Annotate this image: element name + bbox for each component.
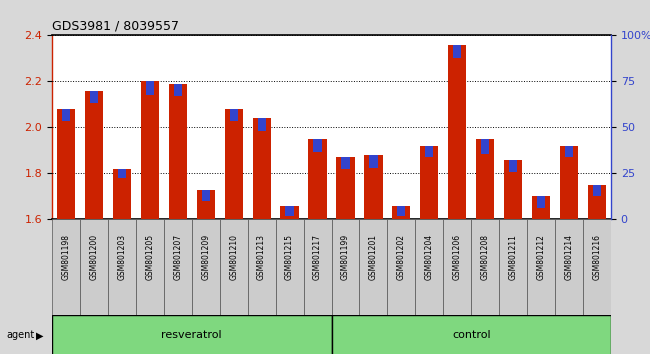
Bar xyxy=(225,109,242,219)
Bar xyxy=(164,219,192,315)
Bar xyxy=(341,157,350,169)
Bar xyxy=(527,219,555,315)
Text: GSM801217: GSM801217 xyxy=(313,234,322,280)
Text: GSM801203: GSM801203 xyxy=(118,234,126,280)
Bar xyxy=(146,81,154,95)
Text: GSM801211: GSM801211 xyxy=(509,234,517,280)
Text: GSM801216: GSM801216 xyxy=(593,234,601,280)
Bar xyxy=(476,139,494,219)
Text: GSM801201: GSM801201 xyxy=(369,234,378,280)
Text: ▶: ▶ xyxy=(36,330,44,341)
Bar xyxy=(309,139,326,219)
Bar xyxy=(448,45,466,219)
Text: GSM801204: GSM801204 xyxy=(425,234,434,280)
Bar xyxy=(583,219,611,315)
Bar xyxy=(337,157,354,219)
Bar xyxy=(499,219,527,315)
Bar xyxy=(421,146,438,219)
Text: GSM801210: GSM801210 xyxy=(229,234,238,280)
Bar xyxy=(313,139,322,152)
Bar xyxy=(85,91,103,219)
Text: GSM801202: GSM801202 xyxy=(397,234,406,280)
Bar xyxy=(90,91,98,103)
Bar xyxy=(281,206,298,219)
Bar xyxy=(332,315,611,354)
Bar xyxy=(197,190,214,219)
Bar xyxy=(359,219,387,315)
Bar xyxy=(532,196,550,219)
Bar xyxy=(220,219,248,315)
Bar xyxy=(141,81,159,219)
Bar xyxy=(62,109,70,120)
Bar xyxy=(253,118,270,219)
Bar xyxy=(108,219,136,315)
Text: GSM801205: GSM801205 xyxy=(146,234,154,280)
Bar xyxy=(509,160,517,172)
Text: control: control xyxy=(452,330,491,341)
Text: resveratrol: resveratrol xyxy=(161,330,222,341)
Bar xyxy=(387,219,415,315)
Bar xyxy=(52,315,332,354)
Text: GSM801199: GSM801199 xyxy=(341,234,350,280)
Bar xyxy=(369,155,378,168)
Bar xyxy=(555,219,583,315)
Text: GSM801214: GSM801214 xyxy=(565,234,573,280)
Text: GSM801208: GSM801208 xyxy=(481,234,489,280)
Bar xyxy=(425,146,434,157)
Bar xyxy=(393,206,410,219)
Bar xyxy=(588,185,606,219)
Bar xyxy=(537,196,545,208)
Bar xyxy=(174,84,182,96)
Bar xyxy=(113,169,131,219)
Bar xyxy=(52,219,80,315)
Bar xyxy=(248,219,276,315)
Bar xyxy=(397,206,406,216)
Bar xyxy=(80,219,108,315)
Bar xyxy=(304,219,332,315)
Bar xyxy=(471,219,499,315)
Text: GSM801206: GSM801206 xyxy=(453,234,461,280)
Text: GSM801198: GSM801198 xyxy=(62,234,70,280)
Text: GSM801209: GSM801209 xyxy=(202,234,210,280)
Bar xyxy=(118,169,126,178)
Bar xyxy=(57,109,75,219)
Bar xyxy=(565,146,573,157)
Bar xyxy=(276,219,304,315)
Bar xyxy=(365,155,382,219)
Bar xyxy=(229,109,238,120)
Text: agent: agent xyxy=(6,330,34,341)
Bar xyxy=(192,219,220,315)
Bar xyxy=(443,219,471,315)
Text: GDS3981 / 8039557: GDS3981 / 8039557 xyxy=(52,20,179,33)
Text: GSM801207: GSM801207 xyxy=(174,234,182,280)
Bar xyxy=(453,45,461,58)
Bar xyxy=(332,219,359,315)
Text: GSM801212: GSM801212 xyxy=(537,234,545,280)
Text: GSM801215: GSM801215 xyxy=(285,234,294,280)
Bar xyxy=(202,189,210,201)
Bar xyxy=(136,219,164,315)
Bar xyxy=(257,118,266,131)
Text: GSM801213: GSM801213 xyxy=(257,234,266,280)
Bar xyxy=(415,219,443,315)
Text: GSM801200: GSM801200 xyxy=(90,234,98,280)
Bar xyxy=(169,84,187,219)
Bar xyxy=(593,185,601,196)
Bar xyxy=(285,206,294,216)
Bar xyxy=(560,146,578,219)
Bar xyxy=(481,139,489,154)
Bar xyxy=(504,160,522,219)
